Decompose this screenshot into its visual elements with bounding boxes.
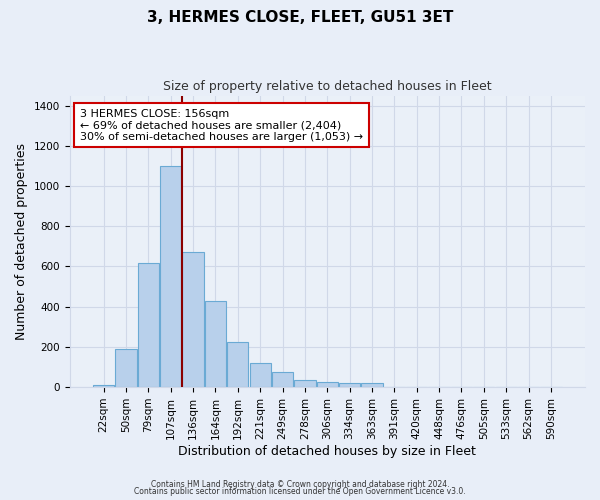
Text: Contains public sector information licensed under the Open Government Licence v3: Contains public sector information licen… <box>134 487 466 496</box>
X-axis label: Distribution of detached houses by size in Fleet: Distribution of detached houses by size … <box>178 444 476 458</box>
Bar <box>137 264 159 387</box>
Bar <box>205 300 226 387</box>
Text: Contains HM Land Registry data © Crown copyright and database right 2024.: Contains HM Land Registry data © Crown c… <box>151 480 449 489</box>
Y-axis label: Number of detached properties: Number of detached properties <box>15 143 28 340</box>
Bar <box>339 383 360 387</box>
Bar <box>272 372 293 387</box>
Bar <box>227 342 248 387</box>
Bar <box>182 252 203 387</box>
Text: 3, HERMES CLOSE, FLEET, GU51 3ET: 3, HERMES CLOSE, FLEET, GU51 3ET <box>147 10 453 25</box>
Bar <box>160 166 181 387</box>
Title: Size of property relative to detached houses in Fleet: Size of property relative to detached ho… <box>163 80 491 93</box>
Text: 3 HERMES CLOSE: 156sqm
← 69% of detached houses are smaller (2,404)
30% of semi-: 3 HERMES CLOSE: 156sqm ← 69% of detached… <box>80 108 363 142</box>
Bar <box>317 382 338 387</box>
Bar <box>250 363 271 387</box>
Bar <box>115 349 137 387</box>
Bar <box>93 384 114 387</box>
Bar <box>294 380 316 387</box>
Bar <box>361 384 383 387</box>
